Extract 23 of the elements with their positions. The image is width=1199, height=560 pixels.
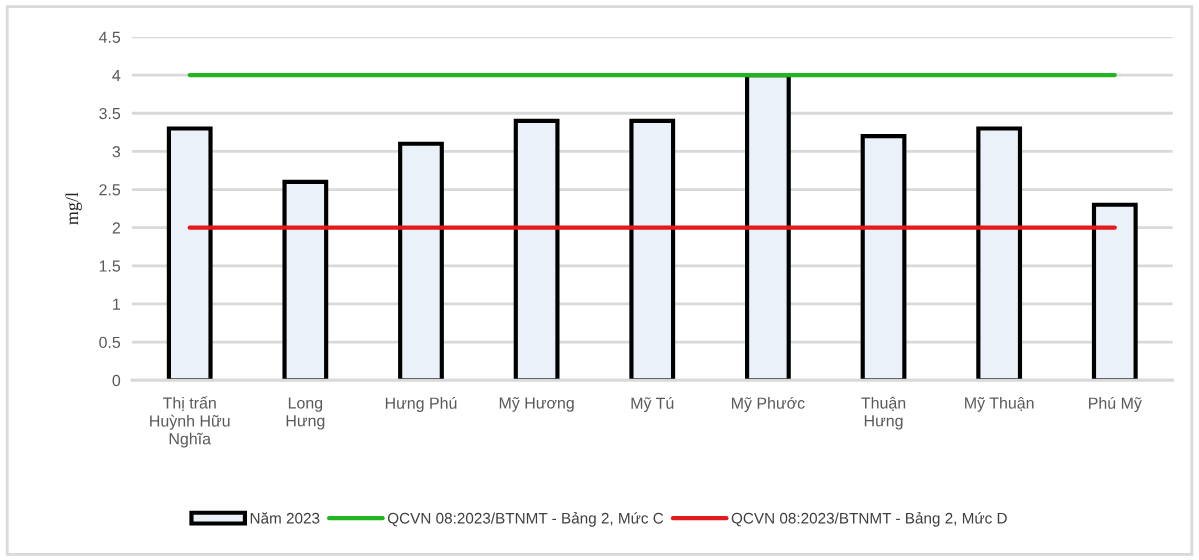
y-axis-title: mg/l [65, 192, 82, 225]
y-tick-label: 2.5 [99, 184, 121, 196]
y-tick-label: 4.5 [98, 31, 121, 43]
y-tick-label: 0 [112, 374, 121, 387]
x-tick-label: Hưng Phú [385, 396, 457, 412]
y-tick-label: 3 [112, 146, 121, 158]
x-tick-label: Mỹ Tú [631, 396, 674, 412]
x-tick-label: Mỹ Thuận [965, 396, 1034, 412]
y-tick-label: 4 [112, 69, 121, 81]
y-tick-label: 3.5 [99, 107, 121, 120]
y-tick-label: 1.5 [99, 260, 121, 272]
y-tick-label: 0.5 [99, 336, 121, 349]
x-tick-label: Thị trấn Huỳnh Hữu Nghĩa [150, 396, 230, 448]
y-tick-label: 1 [113, 298, 120, 310]
y-tick-label: 2 [112, 222, 120, 234]
x-tick-label: Long Hưng [286, 397, 325, 430]
legend-label: Năm 2023 [250, 512, 320, 524]
x-tick-label: Mỹ Phước [732, 396, 805, 412]
x-tick-label: Thuận Hưng [861, 396, 906, 430]
x-tick-label: Mỹ Hương [499, 397, 574, 412]
legend-label: QCVN 08:2023/BTNMT - Bảng 2, Mức C [387, 512, 664, 527]
legend-label: QCVN 08:2023/BTNMT - Bảng 2, Mức D [731, 512, 1007, 527]
x-tick-label: Phú Mỹ [1089, 396, 1142, 412]
